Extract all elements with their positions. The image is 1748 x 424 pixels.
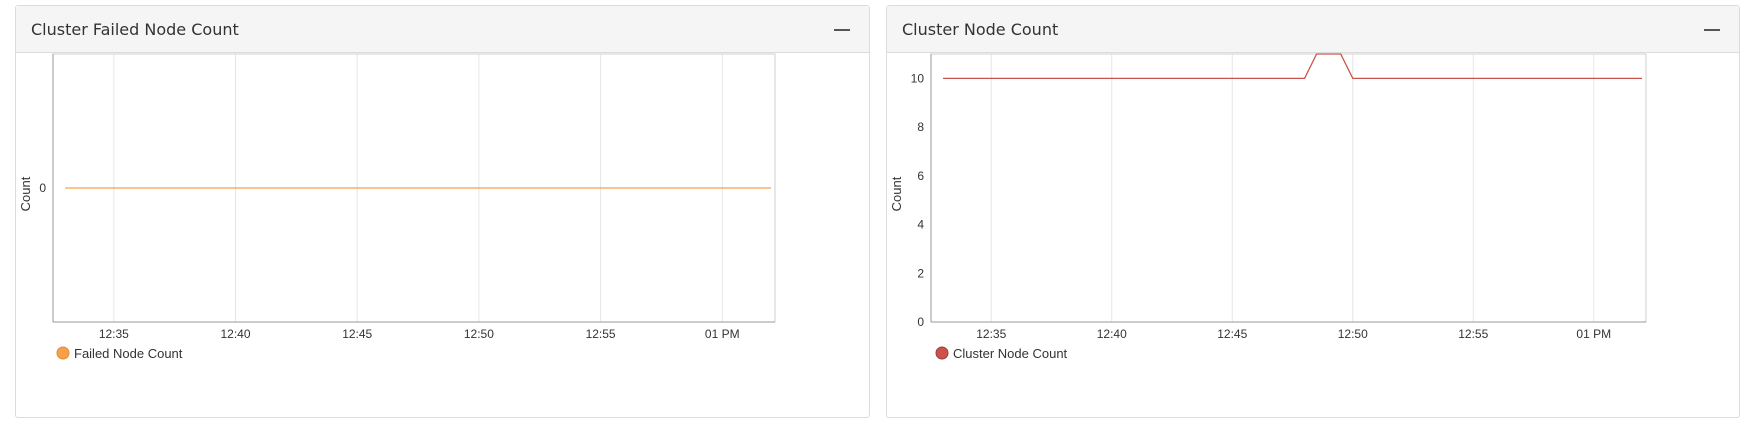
x-tick-label: 12:35 — [99, 327, 129, 341]
legend-label: Cluster Node Count — [953, 346, 1068, 361]
panel-title: Cluster Failed Node Count — [31, 20, 239, 39]
y-tick-label: 4 — [917, 218, 924, 232]
y-tick-label: 0 — [917, 315, 924, 329]
failed-node-count-chart: 12:35 12:40 12:45 12:50 12:55 01 PM 0 Count Fail… — [18, 53, 776, 361]
legend-marker — [56, 346, 70, 360]
panel-header: Cluster Failed Node Count — [16, 6, 869, 53]
y-tick-label: 6 — [917, 169, 924, 183]
y-tick-label: 0 — [39, 181, 46, 195]
legend-marker — [935, 346, 949, 360]
y-tick-label: 2 — [917, 266, 924, 280]
x-tick-label: 12:55 — [1458, 327, 1488, 341]
x-tick-label: 12:55 — [586, 327, 616, 341]
y-tick-label: 8 — [917, 120, 924, 134]
series-line — [943, 53, 1642, 80]
y-tick-label: 10 — [911, 71, 925, 85]
node-count-chart: 12:35 12:40 12:45 12:50 12:55 01 PM 0 2 4 6 8 10 Cou… — [889, 53, 1647, 361]
minus-icon[interactable] — [831, 18, 853, 40]
legend-label: Failed Node Count — [74, 346, 183, 361]
x-tick-label: 01 PM — [1576, 327, 1611, 341]
x-tick-label: 12:45 — [342, 327, 372, 341]
x-tick-label: 01 PM — [705, 327, 740, 341]
node-count-panel: Cluster Node Count 12:35 12:40 12:45 12:50 1… — [886, 5, 1740, 418]
failed-node-count-panel: Cluster Failed Node Count 12:35 12:40 12:4… — [15, 5, 870, 418]
panel-header: Cluster Node Count — [887, 6, 1739, 53]
plot-frame — [930, 53, 1647, 323]
panel-title: Cluster Node Count — [902, 20, 1059, 39]
x-tick-label: 12:40 — [1097, 327, 1127, 341]
x-tick-label: 12:35 — [976, 327, 1006, 341]
y-axis-title: Count — [889, 176, 904, 211]
y-axis-title: Count — [18, 176, 33, 211]
x-tick-label: 12:45 — [1217, 327, 1247, 341]
x-tick-label: 12:50 — [1338, 327, 1368, 341]
x-tick-label: 12:50 — [464, 327, 494, 341]
x-tick-label: 12:40 — [221, 327, 251, 341]
minus-icon[interactable] — [1701, 18, 1723, 40]
